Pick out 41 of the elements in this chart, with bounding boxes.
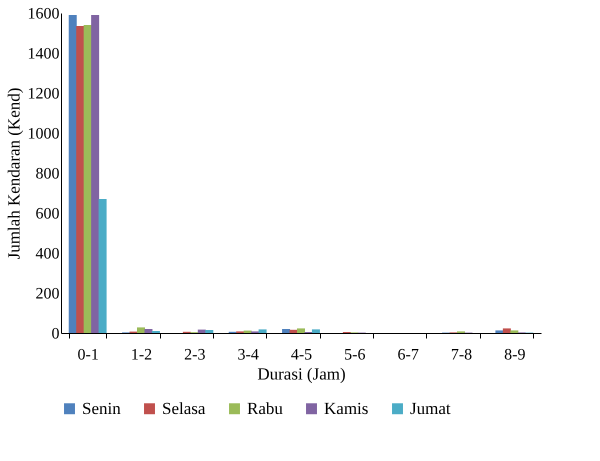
bar xyxy=(510,330,518,333)
legend-label: Senin xyxy=(82,398,122,418)
bar xyxy=(76,26,84,333)
y-tick-label: 200 xyxy=(36,286,60,302)
legend-label: Jumat xyxy=(410,398,451,418)
y-tick-label: 400 xyxy=(36,246,60,262)
y-tick-label: 1000 xyxy=(28,126,60,142)
bar xyxy=(297,328,305,333)
x-tick-label: 4-5 xyxy=(290,346,312,364)
x-tick-label: 5-6 xyxy=(344,346,366,364)
y-axis-title: Jumlah Kendaran (Kend) xyxy=(4,88,24,260)
y-tick-label: 600 xyxy=(36,206,60,222)
legend-label: Rabu xyxy=(247,398,284,418)
x-tick-label: 7-8 xyxy=(450,346,472,364)
bar xyxy=(137,327,145,333)
x-tick-label: 6-7 xyxy=(398,346,419,364)
bar xyxy=(84,25,92,333)
bar xyxy=(205,330,214,333)
y-tick-label: 1400 xyxy=(28,46,60,62)
bar xyxy=(502,328,511,333)
bar xyxy=(68,15,77,333)
bar xyxy=(91,15,100,333)
legend-label: Kamis xyxy=(324,398,368,418)
x-tick-label: 2-3 xyxy=(184,346,206,364)
x-tick-label: 1-2 xyxy=(130,346,152,364)
y-tick-label: 0 xyxy=(52,326,60,342)
bar xyxy=(495,330,504,333)
bar xyxy=(98,199,107,333)
bar xyxy=(258,329,267,333)
bar xyxy=(144,329,152,333)
x-tick-label: 0-1 xyxy=(78,346,99,364)
x-tick-label: 3-4 xyxy=(238,346,259,364)
bar xyxy=(282,329,290,333)
bar xyxy=(198,330,206,333)
y-tick-label: 800 xyxy=(36,166,60,182)
legend-label: Selasa xyxy=(162,398,206,418)
y-tick-label: 1200 xyxy=(28,86,60,102)
x-axis-title: Durasi (Jam) xyxy=(257,364,346,384)
y-tick-label: 1600 xyxy=(28,6,60,22)
x-tick-label: 8-9 xyxy=(504,346,526,364)
bar xyxy=(312,329,320,333)
